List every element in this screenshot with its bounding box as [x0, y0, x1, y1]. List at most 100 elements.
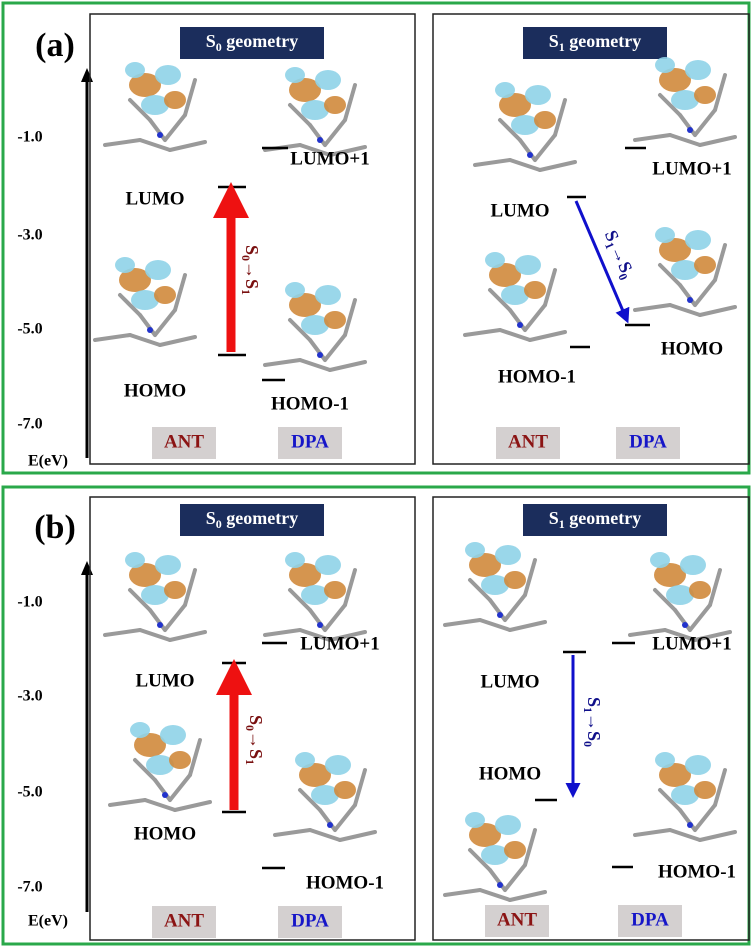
- bond: [695, 280, 715, 305]
- orbital-label: LUMO: [490, 200, 549, 221]
- orbital-lobe: [285, 552, 305, 568]
- bond: [555, 100, 565, 135]
- energy-axis-head: [81, 561, 93, 575]
- bond: [330, 362, 365, 370]
- transition-symbol: →: [584, 713, 604, 731]
- subpanel: S0 geometryLUMOHOMOLUMO+1HOMO-1S0→S1ANTD…: [90, 497, 415, 940]
- bond: [695, 805, 715, 830]
- bond: [170, 632, 205, 640]
- transition-label: S1→S0: [581, 697, 604, 747]
- orbital-lobe: [315, 285, 341, 305]
- subpanel: S1 geometryLUMOHOMO-1LUMO+1HOMOS1→S0ANTD…: [433, 14, 749, 464]
- bond: [535, 135, 555, 160]
- orbital-lobe: [315, 555, 341, 575]
- title-main: S: [206, 31, 216, 51]
- orbital-label: LUMO: [135, 670, 194, 691]
- bond: [710, 570, 720, 605]
- orbital-lobe: [324, 311, 346, 329]
- orbital-label: HOMO-1: [271, 393, 349, 414]
- bond: [510, 310, 525, 330]
- orbital-lobe: [655, 227, 675, 243]
- y-tick-label: -3.0: [17, 688, 42, 705]
- state: S: [242, 279, 262, 289]
- bond: [680, 115, 695, 135]
- bond: [445, 620, 480, 625]
- title-rest: geometry: [222, 508, 298, 528]
- state-sub: 1: [239, 289, 253, 295]
- bond: [345, 300, 355, 335]
- y-tick-label: -5.0: [17, 321, 42, 338]
- bond: [715, 75, 725, 110]
- molecule: [275, 752, 375, 840]
- bond: [540, 162, 575, 170]
- orbital-lobe: [495, 545, 521, 565]
- group-label: ANT: [164, 431, 204, 452]
- bond: [525, 830, 535, 865]
- orbital-lobe: [334, 781, 356, 799]
- orbital-lobe: [285, 282, 305, 298]
- bond: [155, 780, 170, 800]
- orbital-lobe: [495, 82, 515, 98]
- bond: [150, 610, 165, 630]
- bond: [325, 605, 345, 630]
- bond: [715, 770, 725, 805]
- molecule: [445, 542, 545, 630]
- atom: [497, 612, 503, 618]
- molecule: [465, 252, 565, 340]
- molecule: [265, 282, 365, 370]
- axis-label: E(eV): [28, 453, 68, 470]
- orbital-lobe: [694, 256, 716, 274]
- orbital-label: HOMO: [134, 823, 196, 844]
- title-main: S: [549, 31, 559, 51]
- bond: [275, 830, 310, 835]
- subpanel: S1 geometryLUMOHOMOLUMO+1HOMO-1S1→S0ANTD…: [433, 497, 749, 940]
- group-label: ANT: [497, 909, 537, 930]
- orbital-lobe: [315, 70, 341, 90]
- bond: [715, 245, 725, 280]
- orbital-lobe: [655, 57, 675, 73]
- orbital-lobe: [169, 751, 191, 769]
- bond: [680, 285, 695, 305]
- orbital-lobe: [325, 755, 351, 775]
- transition-symbol: →: [246, 731, 266, 749]
- energy-axis-head: [81, 68, 93, 82]
- bond: [175, 275, 185, 310]
- title-main: S: [206, 508, 216, 528]
- orbital-lobe: [125, 62, 145, 78]
- bond: [175, 802, 210, 810]
- orbital-lobe: [145, 260, 171, 280]
- bond: [170, 142, 205, 150]
- bond: [490, 870, 505, 890]
- bond: [95, 335, 130, 340]
- bond: [545, 270, 555, 305]
- orbital-lobe: [504, 841, 526, 859]
- orbital-lobe: [694, 86, 716, 104]
- bond: [310, 610, 325, 630]
- bond: [150, 120, 165, 140]
- orbital-lobe: [160, 725, 186, 745]
- bond: [310, 340, 325, 360]
- y-tick-label: -3.0: [17, 227, 42, 244]
- bond: [635, 305, 670, 310]
- atom: [527, 152, 533, 158]
- state: S: [246, 749, 266, 759]
- bond: [185, 80, 195, 115]
- molecule: [635, 57, 735, 145]
- orbital-lobe: [154, 286, 176, 304]
- y-tick-label: -1.0: [17, 594, 42, 611]
- orbital-lobe: [324, 96, 346, 114]
- panel-frame: [3, 3, 749, 473]
- bond: [695, 110, 715, 135]
- bond: [165, 115, 185, 140]
- bond: [525, 305, 545, 330]
- bond: [140, 315, 155, 335]
- bond: [340, 832, 375, 840]
- atom: [157, 132, 163, 138]
- orbital-label: LUMO: [480, 671, 539, 692]
- atom: [327, 822, 333, 828]
- atom: [162, 792, 168, 798]
- bond: [680, 810, 695, 830]
- orbital-lobe: [685, 230, 711, 250]
- bond: [310, 125, 325, 145]
- group-label: DPA: [291, 910, 329, 931]
